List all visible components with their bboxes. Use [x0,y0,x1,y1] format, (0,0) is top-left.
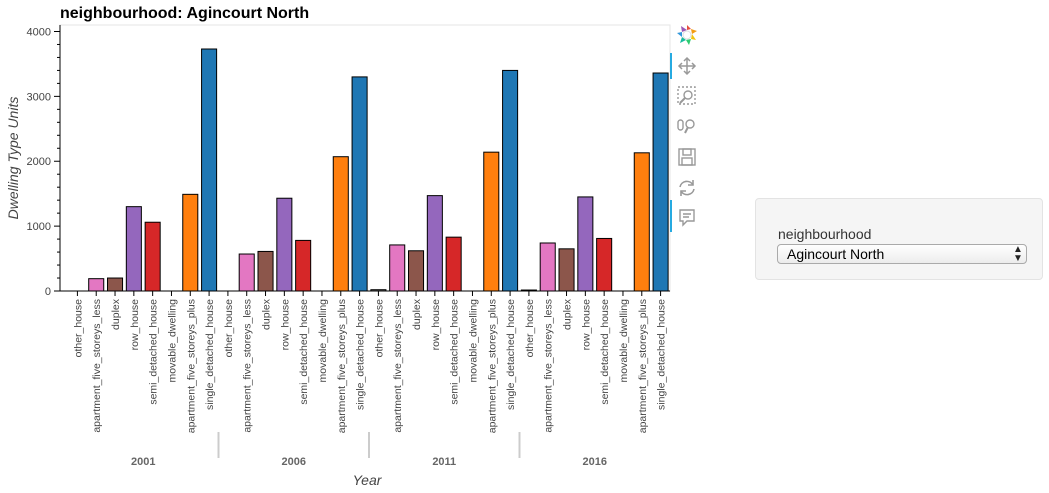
x-category-tick-label: duplex [261,298,273,330]
bar-2006-duplex [257,250,274,292]
x-category-tick-label: apartment_five_storeys_less [242,299,254,433]
bar-2016-duplex [558,248,575,292]
neighbourhood-widget-panel: neighbourhood Agincourt North ▲ ▼ [755,198,1043,280]
bar-2006-apartment_five_storeys_plus [332,156,349,292]
x-category-tick-label: single_detached_house [355,299,367,410]
x-group-label: 2011 [432,456,456,468]
bars [88,48,669,292]
bar-2011-apartment_five_storeys_plus [483,151,500,292]
x-category-tick-label: apartment_five_storeys_less [543,299,555,433]
y-axis: 0 1000 2000 3000 4000 [27,25,61,298]
y-axis-label: Dwelling Type Units [5,97,21,220]
y-tick-label: 1000 [27,221,51,233]
bar-2006-single_detached_house [351,76,368,292]
x-category-tick-label: single_detached_house [656,299,668,410]
x-category-tick-label: duplex [411,298,423,330]
x-axis-label: Year [353,472,383,488]
chart-title: neighbourhood: Agincourt North [60,5,309,22]
x-group-label: 2006 [282,456,306,468]
save-tool-icon[interactable] [676,146,698,168]
x-category-tick-label: apartment_five_storeys_plus [336,299,348,433]
bar-2016-apartment_five_storeys_plus [633,152,650,292]
x-category-tick-label: semi_detached_house [298,299,310,405]
x-group-label: 2016 [583,456,607,468]
x-category-tick-label: row_house [430,299,442,351]
bar-2001-row_house [125,206,142,292]
x-category-tick-label: movable_dwelling [618,299,630,383]
neighbourhood-select-value: Agincourt North [787,246,885,262]
x-category-tick-label: duplex [562,298,574,330]
bar-2001-single_detached_house [201,48,218,292]
x-category-tick-label: other_house [223,299,235,358]
y-tick-label: 0 [45,286,51,298]
reset-tool-icon[interactable] [676,177,698,199]
x-category-tick-label: semi_detached_house [148,299,160,405]
bar-2011-row_house [426,195,443,292]
bar-2011-duplex [408,250,425,292]
x-category-tick-label: row_house [129,299,141,351]
x-category-tick-label: apartment_five_storeys_less [392,299,404,433]
x-category-tick-label: apartment_five_storeys_plus [185,299,197,433]
wheel-zoom-tool-icon[interactable] [676,115,698,137]
bar-2011-single_detached_house [502,69,519,292]
bar-2006-apartment_five_storeys_less [238,253,255,292]
x-category-tick-label: other_house [373,299,385,358]
y-tick-label: 2000 [27,156,51,168]
x-category-tick-label: apartment_five_storeys_less [91,299,103,433]
x-category-tick-label: apartment_five_storeys_plus [637,299,649,433]
box-zoom-tool-icon[interactable] [676,85,698,107]
bar-2006-row_house [276,197,293,292]
hover-tool-icon[interactable] [676,207,698,229]
bar-2011-apartment_five_storeys_less [389,244,406,292]
x-category-tick-label: semi_detached_house [449,299,461,405]
bar-2001-semi_detached_house [144,221,161,292]
bar-2016-semi_detached_house [596,237,613,292]
bar-2001-duplex [107,277,124,292]
x-category-tick-label: single_detached_house [505,299,517,410]
bar-2016-apartment_five_storeys_less [539,242,556,292]
bar-2016-single_detached_house [652,72,669,292]
toolbar-active-indicator-hover [670,200,672,232]
x-category-tick-label: semi_detached_house [599,299,611,405]
x-category-tick-label: row_house [279,299,291,351]
y-tick-label: 4000 [27,26,51,38]
plot-toolbar [670,22,702,242]
bar-2001-apartment_five_storeys_plus [182,193,199,292]
bokeh-logo-icon[interactable] [676,24,698,46]
bar-2001-apartment_five_storeys_less [88,278,105,292]
x-category-tick-label: row_house [580,299,592,351]
toolbar-active-indicator-pan [670,53,672,79]
x-category-tick-label: duplex [110,298,122,330]
x-category-tick-label: single_detached_house [204,299,216,410]
x-category-tick-label: apartment_five_storeys_plus [486,299,498,433]
x-group-label: 2001 [131,456,155,468]
bar-2016-row_house [577,196,594,292]
select-updown-arrow-icon: ▲ ▼ [1013,244,1023,264]
x-axis: other_house apartment_five_storeys_less du… [60,290,670,468]
x-category-tick-label: other_house [72,299,84,358]
neighbourhood-select[interactable]: Agincourt North ▲ ▼ [777,244,1027,264]
bar-2006-semi_detached_house [295,239,312,292]
y-tick-label: 3000 [27,91,51,103]
x-category-tick-label: other_house [524,299,536,358]
x-category-tick-label: movable_dwelling [467,299,479,383]
bar-2011-semi_detached_house [445,236,462,292]
x-category-tick-label: movable_dwelling [317,299,329,383]
pan-tool-icon[interactable] [676,55,698,77]
x-category-tick-label: movable_dwelling [166,299,178,383]
neighbourhood-select-label: neighbourhood [778,226,872,242]
